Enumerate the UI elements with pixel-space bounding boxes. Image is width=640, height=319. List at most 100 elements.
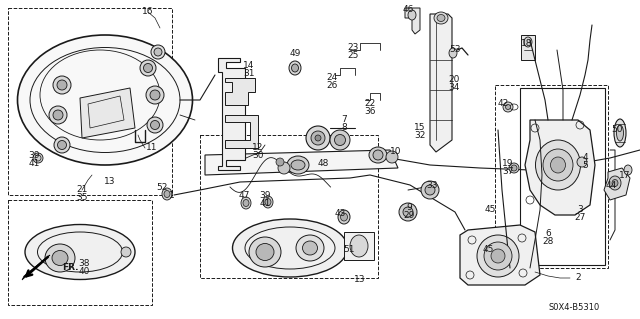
Ellipse shape — [52, 250, 68, 265]
Ellipse shape — [249, 237, 281, 267]
Bar — [495, 85, 608, 268]
Text: 39: 39 — [259, 190, 271, 199]
Text: 35: 35 — [76, 194, 88, 203]
Bar — [344, 232, 374, 260]
Text: 4: 4 — [582, 152, 588, 161]
Text: 45: 45 — [483, 244, 493, 254]
Text: 3: 3 — [577, 205, 583, 214]
Ellipse shape — [291, 64, 298, 72]
Text: 19: 19 — [502, 159, 514, 167]
Polygon shape — [22, 255, 50, 280]
Text: FR.: FR. — [62, 263, 79, 272]
Text: 5: 5 — [582, 160, 588, 169]
Ellipse shape — [311, 131, 325, 145]
Text: 18: 18 — [521, 39, 532, 48]
Ellipse shape — [243, 199, 249, 206]
Text: 8: 8 — [341, 123, 347, 132]
Text: 38: 38 — [78, 258, 90, 268]
Ellipse shape — [162, 188, 172, 200]
Ellipse shape — [340, 213, 348, 221]
Ellipse shape — [263, 196, 273, 208]
Ellipse shape — [146, 86, 164, 104]
Ellipse shape — [408, 10, 416, 20]
Ellipse shape — [25, 225, 135, 279]
Ellipse shape — [53, 110, 63, 120]
Ellipse shape — [303, 241, 317, 255]
Text: 44: 44 — [605, 181, 616, 189]
Text: 41: 41 — [28, 159, 40, 167]
Text: 31: 31 — [243, 69, 255, 78]
Polygon shape — [80, 88, 135, 138]
Polygon shape — [225, 115, 258, 148]
Polygon shape — [225, 78, 255, 105]
Ellipse shape — [403, 207, 413, 217]
Text: 23: 23 — [348, 42, 358, 51]
Ellipse shape — [17, 35, 193, 165]
Ellipse shape — [151, 45, 165, 59]
Polygon shape — [604, 168, 630, 200]
Text: 39: 39 — [28, 151, 40, 160]
Text: 20: 20 — [448, 75, 460, 84]
Text: 46: 46 — [403, 5, 413, 14]
Ellipse shape — [33, 153, 43, 163]
Ellipse shape — [232, 219, 348, 277]
Text: 13: 13 — [355, 276, 365, 285]
Ellipse shape — [338, 210, 350, 224]
Ellipse shape — [550, 157, 566, 173]
Ellipse shape — [276, 158, 284, 166]
Ellipse shape — [434, 12, 448, 24]
Text: 43: 43 — [334, 209, 346, 218]
Text: 22: 22 — [364, 99, 376, 108]
Ellipse shape — [350, 235, 368, 257]
Ellipse shape — [154, 48, 162, 56]
Text: 42: 42 — [497, 99, 509, 108]
Text: 34: 34 — [448, 83, 460, 92]
Ellipse shape — [477, 235, 519, 277]
Text: 6: 6 — [545, 228, 551, 238]
Text: 10: 10 — [390, 147, 402, 157]
Text: 14: 14 — [243, 61, 255, 70]
Ellipse shape — [399, 203, 417, 221]
Text: 41: 41 — [259, 198, 271, 207]
Text: 25: 25 — [348, 50, 358, 60]
Text: 40: 40 — [78, 266, 90, 276]
Text: 47: 47 — [238, 191, 250, 201]
Text: 24: 24 — [326, 73, 338, 83]
Ellipse shape — [437, 14, 445, 21]
Ellipse shape — [511, 165, 517, 171]
Text: 21: 21 — [76, 186, 88, 195]
Text: 29: 29 — [403, 211, 415, 219]
Ellipse shape — [614, 119, 626, 147]
Ellipse shape — [296, 235, 324, 261]
Ellipse shape — [421, 181, 439, 199]
Text: 50: 50 — [611, 125, 623, 135]
Ellipse shape — [425, 185, 435, 195]
Text: 49: 49 — [289, 48, 301, 57]
Ellipse shape — [289, 61, 301, 75]
Text: 13: 13 — [104, 177, 116, 187]
Polygon shape — [405, 8, 420, 34]
Ellipse shape — [45, 244, 75, 272]
Text: 11: 11 — [147, 144, 157, 152]
Ellipse shape — [449, 48, 457, 58]
Ellipse shape — [503, 102, 513, 112]
Text: 15: 15 — [414, 123, 426, 132]
Ellipse shape — [58, 140, 67, 150]
Bar — [520, 88, 605, 265]
Text: 36: 36 — [364, 107, 376, 115]
Ellipse shape — [536, 140, 580, 190]
Ellipse shape — [287, 156, 309, 174]
Text: 26: 26 — [326, 81, 338, 91]
Ellipse shape — [369, 147, 387, 163]
Text: 32: 32 — [414, 131, 426, 140]
Text: 52: 52 — [156, 183, 168, 192]
Ellipse shape — [577, 157, 587, 167]
Ellipse shape — [624, 165, 632, 175]
Text: 33: 33 — [426, 181, 438, 189]
Ellipse shape — [140, 60, 156, 76]
Ellipse shape — [306, 126, 330, 150]
Ellipse shape — [57, 80, 67, 90]
Polygon shape — [218, 58, 245, 170]
Text: S0X4-B5310: S0X4-B5310 — [548, 303, 600, 313]
Bar — [8, 200, 152, 305]
